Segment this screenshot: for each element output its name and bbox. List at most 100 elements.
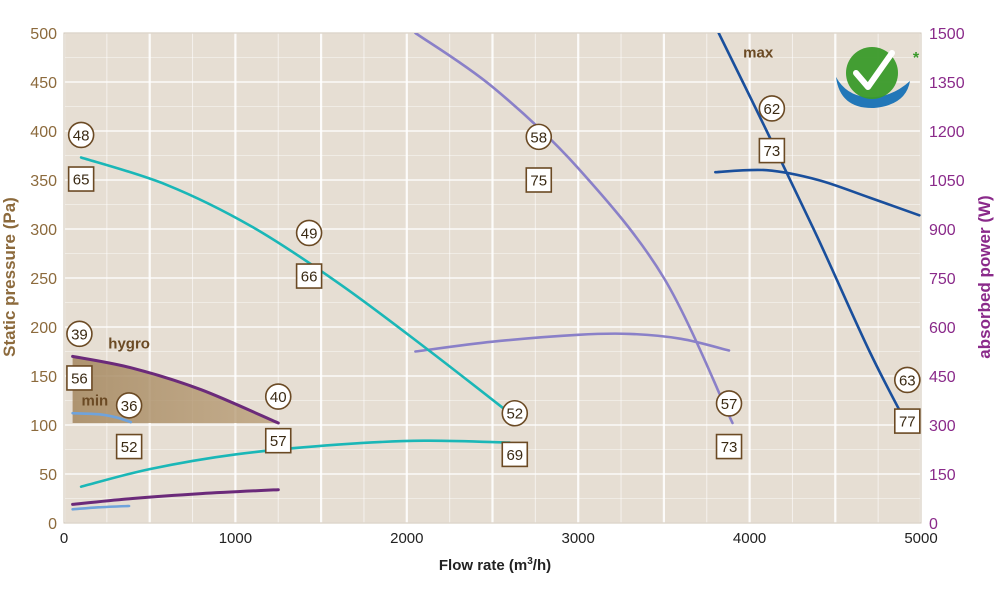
sound-power-value: 39 <box>71 326 88 343</box>
x-tick-label: 0 <box>60 530 68 547</box>
x-tick-label: 5000 <box>904 530 937 547</box>
sound-power-badge: 52 <box>501 399 529 427</box>
sound-power-badge: 62 <box>758 95 786 122</box>
sound-pressure-value: 56 <box>71 370 88 387</box>
power-curve-teal <box>79 439 511 488</box>
x-axis-title-suffix: /h) <box>533 557 551 574</box>
sound-pressure-value: 52 <box>121 439 138 456</box>
sound-pressure-badge: 65 <box>67 166 95 192</box>
sound-power-badge: 39 <box>66 320 93 348</box>
sound-pressure-box <box>115 433 143 460</box>
sound-pressure-badge: 77 <box>893 408 921 434</box>
sound-pressure-badge: 73 <box>758 137 786 164</box>
sound-pressure-value: 73 <box>764 143 781 160</box>
sound-power-circle <box>758 95 786 122</box>
sound-pressure-box <box>264 427 292 454</box>
sound-pressure-badge: 66 <box>295 263 323 289</box>
sound-power-circle <box>893 366 921 394</box>
x-tick-label: 1000 <box>219 530 252 547</box>
y-tick-label: 450 <box>30 75 57 92</box>
y2-tick-label: 300 <box>929 418 956 435</box>
sound-power-circle <box>525 123 553 151</box>
sound-pressure-value: 75 <box>530 173 547 190</box>
sound-pressure-value: 66 <box>301 269 318 286</box>
sound-pressure-value: 57 <box>270 433 287 450</box>
pressure-curve-min <box>71 411 133 424</box>
sound-pressure-badge: 73 <box>715 433 743 460</box>
curve-label-min: min <box>82 392 109 409</box>
sound-power-circle <box>264 383 292 410</box>
y2-tick-label: 150 <box>929 467 956 484</box>
sound-power-badge: 58 <box>525 123 553 151</box>
y2-axis-title: absorbed power (W) <box>975 195 994 358</box>
sound-power-badge: 63 <box>893 366 921 394</box>
pressure-curve-teal <box>79 156 511 415</box>
y-tick-label: 150 <box>30 369 57 386</box>
y2-tick-label: 450 <box>929 369 956 386</box>
y-tick-label: 50 <box>39 467 57 484</box>
sound-power-value: 49 <box>301 225 318 242</box>
sound-power-value: 52 <box>506 406 523 423</box>
x-axis-title-prefix: Flow rate (m <box>439 557 527 574</box>
y-tick-label: 350 <box>30 173 57 190</box>
brand-logo: * <box>836 47 920 109</box>
sound-power-value: 58 <box>530 129 547 146</box>
y-tick-label: 100 <box>30 418 57 435</box>
y2-tick-label: 1050 <box>929 173 965 190</box>
sound-power-circle <box>67 121 95 149</box>
sound-pressure-box <box>295 263 323 289</box>
y-tick-label: 500 <box>30 26 57 43</box>
x-axis-title-sup: 3 <box>527 556 533 567</box>
sound-pressure-badge: 52 <box>115 433 143 460</box>
sound-power-value: 63 <box>899 372 916 389</box>
x-tick-label: 2000 <box>390 530 423 547</box>
sound-power-value: 62 <box>764 101 781 118</box>
sound-power-circle <box>501 399 529 427</box>
y-tick-label: 300 <box>30 222 57 239</box>
sound-pressure-value: 69 <box>506 447 523 464</box>
sound-power-value: 57 <box>721 396 738 413</box>
power-curve-hygro <box>71 488 280 506</box>
sound-pressure-box <box>758 137 786 164</box>
sound-power-circle <box>295 219 323 247</box>
power-curve-lavender <box>414 332 731 353</box>
y-tick-label: 400 <box>30 124 57 141</box>
pressure-curve-lavender <box>414 33 734 425</box>
y2-tick-label: 0 <box>929 516 938 533</box>
sound-power-badge: 57 <box>715 390 743 417</box>
y-tick-label: 200 <box>30 320 57 337</box>
y2-tick-label: 1350 <box>929 75 965 92</box>
sound-power-circle <box>115 392 143 419</box>
sound-pressure-badge: 75 <box>525 167 553 193</box>
sound-power-badge: 40 <box>264 383 292 410</box>
y-tick-label: 250 <box>30 271 57 288</box>
x-axis-title: Flow rate (m3/h) <box>439 556 551 574</box>
sound-pressure-box <box>66 365 93 391</box>
curve-label-max: max <box>743 45 774 62</box>
y2-tick-label: 600 <box>929 320 956 337</box>
power-curve-min <box>71 504 131 511</box>
x-tick-label: 3000 <box>562 530 595 547</box>
sound-power-value: 48 <box>73 127 90 144</box>
logo-swoosh <box>836 77 910 109</box>
sound-pressure-box <box>525 167 553 193</box>
sound-power-badge: 36 <box>115 392 143 419</box>
checkmark-icon <box>853 50 895 90</box>
y2-tick-label: 900 <box>929 222 956 239</box>
sound-pressure-box <box>67 166 95 192</box>
pressure-curve-hygro <box>71 354 280 425</box>
y2-tick-label: 1500 <box>929 26 965 43</box>
y2-tick-label: 750 <box>929 271 956 288</box>
y2-tick-label: 1200 <box>929 124 965 141</box>
sound-pressure-value: 77 <box>899 414 916 431</box>
sound-pressure-badge: 56 <box>66 365 93 391</box>
sound-pressure-box <box>893 408 921 434</box>
sound-pressure-value: 73 <box>721 439 738 456</box>
pressure-curve-max <box>717 33 909 427</box>
y-tick-label: 0 <box>48 516 57 533</box>
sound-pressure-value: 65 <box>73 172 90 189</box>
plot-frame <box>63 32 922 524</box>
sound-power-badge: 48 <box>67 121 95 149</box>
